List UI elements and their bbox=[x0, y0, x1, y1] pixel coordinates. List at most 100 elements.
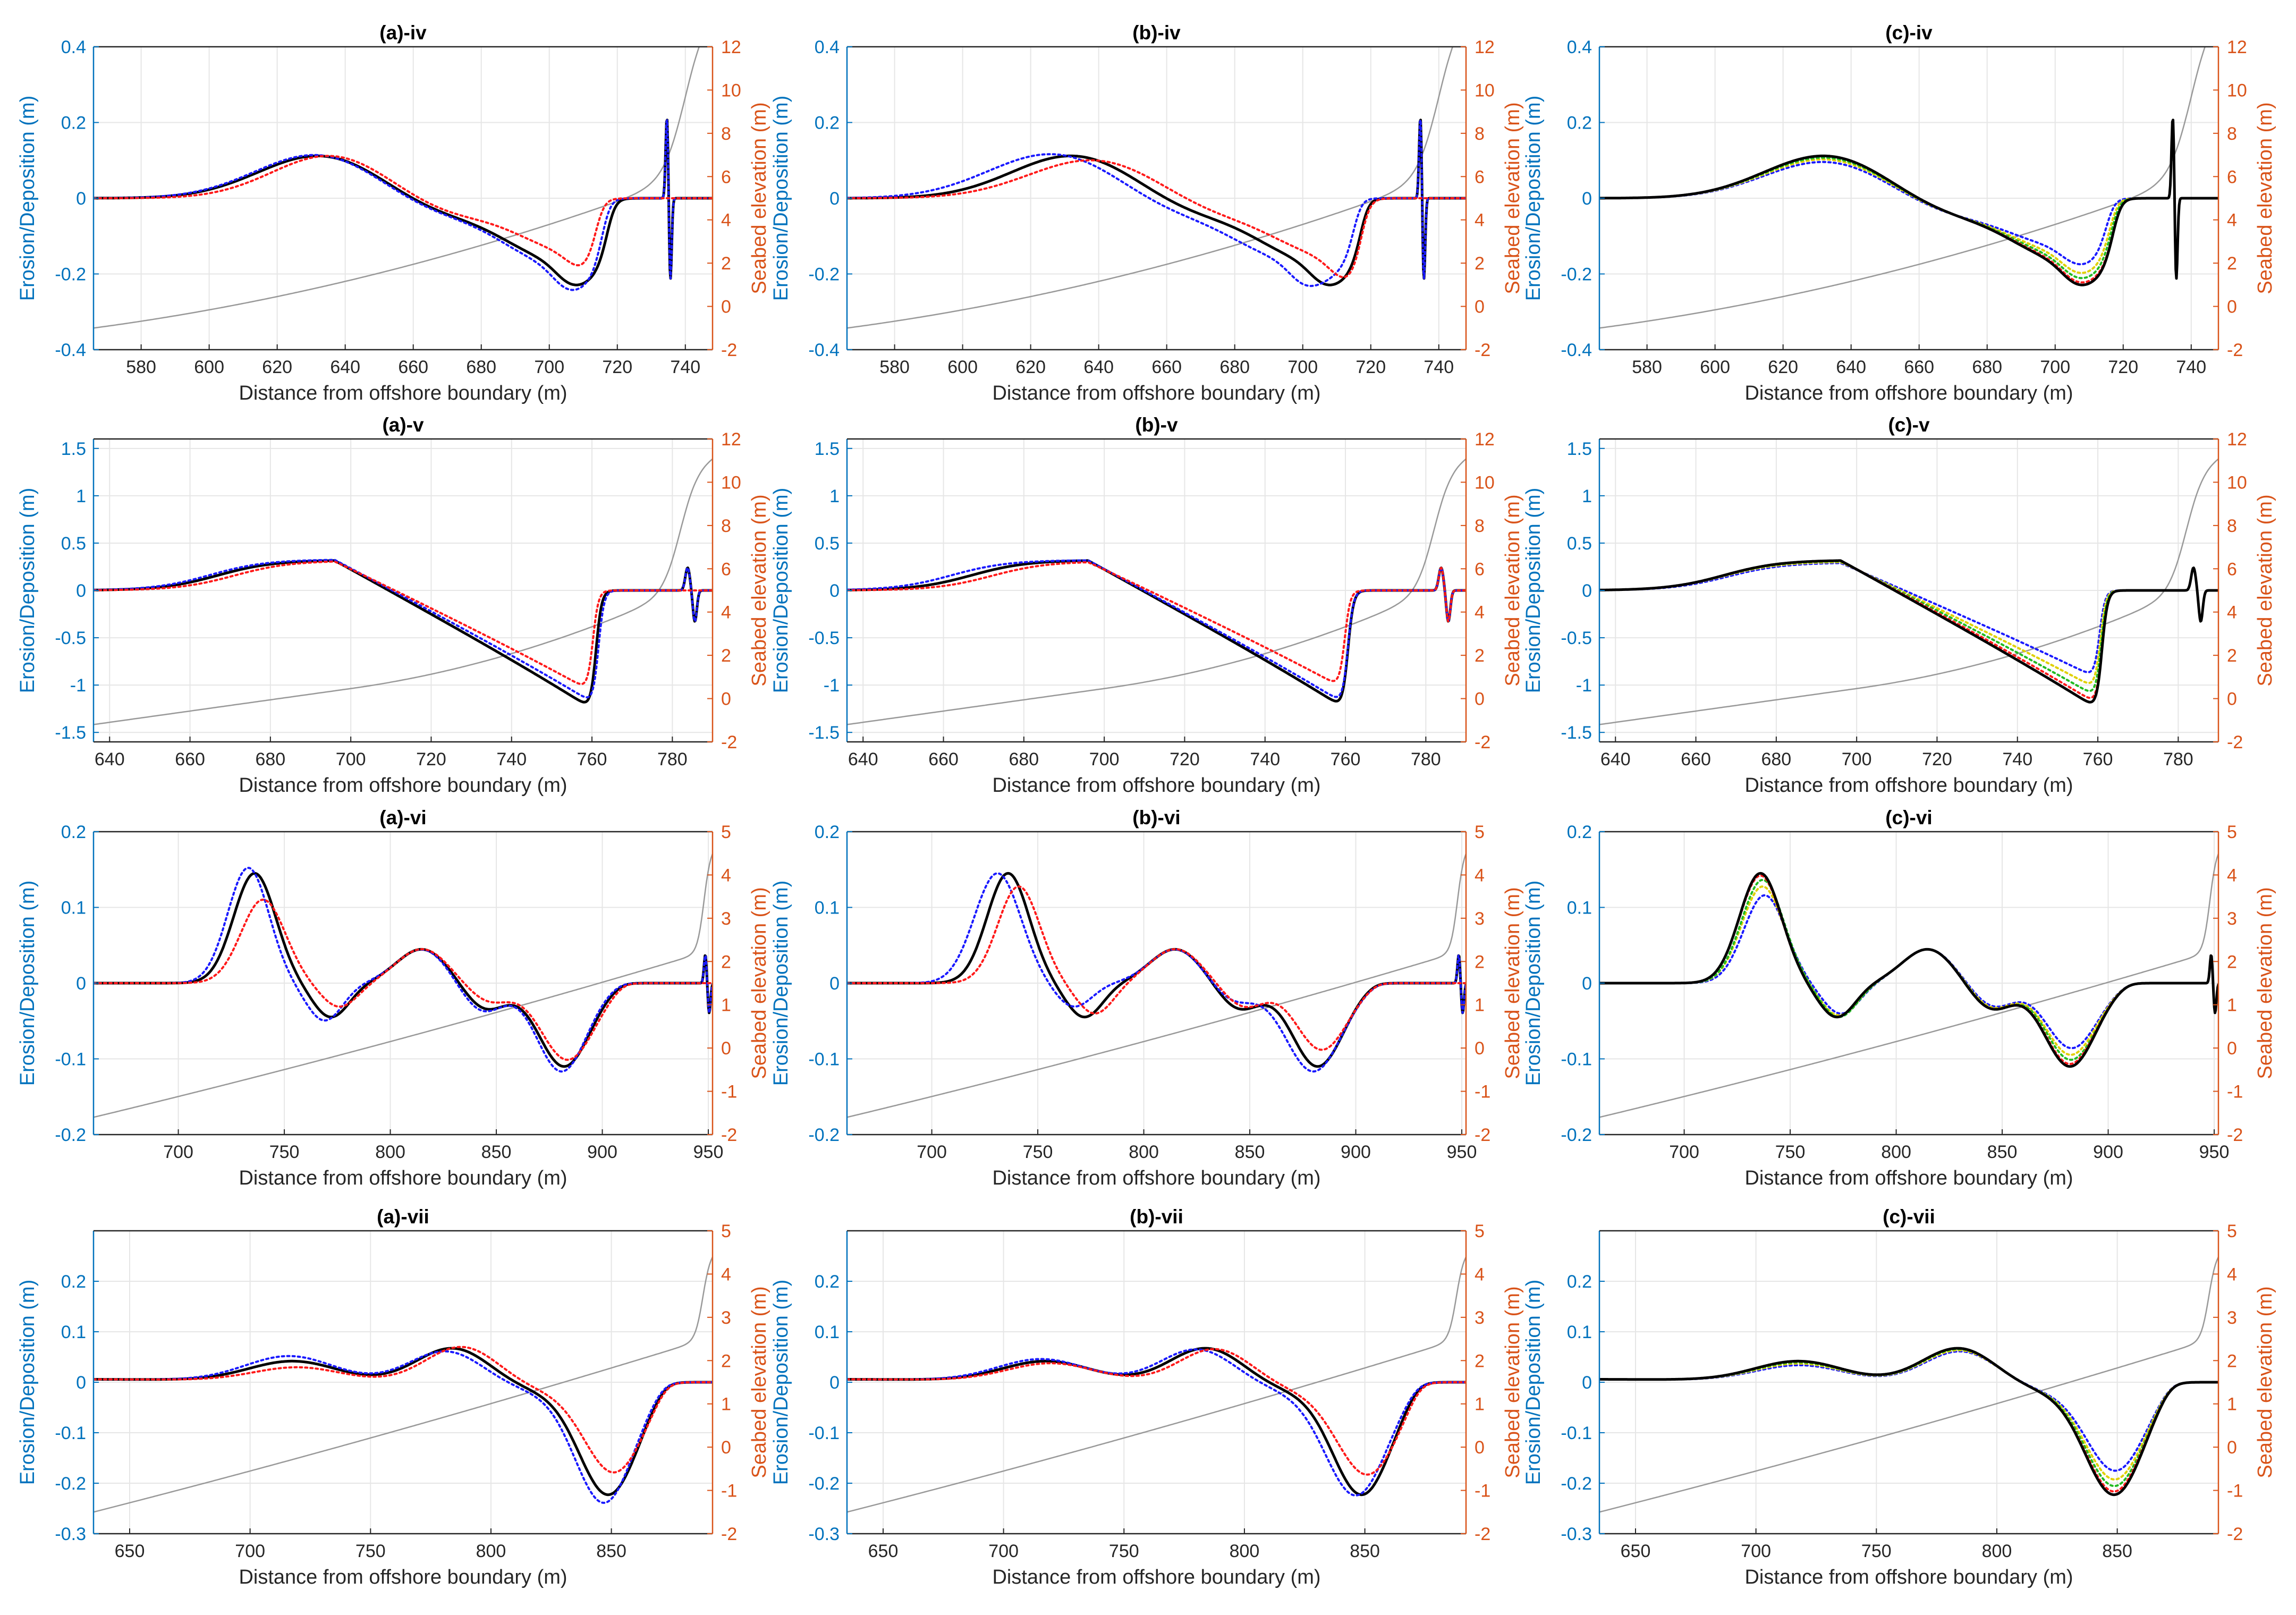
x-axis-label: Distance from offshore boundary (m) bbox=[1744, 1566, 2073, 1588]
y-tick-label: 0 bbox=[1582, 1373, 1592, 1393]
y2-tick-label: 12 bbox=[721, 37, 741, 57]
y2-tick-label: 2 bbox=[2227, 646, 2237, 666]
x-tick-label: 680 bbox=[1972, 357, 2002, 377]
y-tick-label: -0.4 bbox=[808, 340, 840, 360]
y2-tick-label: 3 bbox=[1475, 909, 1485, 929]
y2-tick-label: -2 bbox=[1475, 1524, 1490, 1544]
subplot-title: (c)-vii bbox=[1883, 1206, 1935, 1228]
x-axis-label: Distance from offshore boundary (m) bbox=[239, 774, 567, 797]
y-tick-label: 0.1 bbox=[1567, 898, 1592, 918]
y-tick-label: 1 bbox=[76, 486, 86, 506]
x-tick-label: 950 bbox=[2199, 1142, 2230, 1162]
x-tick-label: 760 bbox=[2083, 749, 2113, 770]
x-tick-label: 850 bbox=[1235, 1142, 1265, 1162]
x-tick-label: 640 bbox=[848, 749, 878, 770]
x-tick-label: 720 bbox=[1170, 749, 1200, 770]
y2-tick-label: 2 bbox=[1475, 952, 1485, 972]
x-tick-label: 640 bbox=[1836, 357, 1866, 377]
subplot-title: (c)-v bbox=[1888, 414, 1930, 436]
y2-tick-label: 0 bbox=[1475, 689, 1485, 709]
grid bbox=[94, 1231, 713, 1534]
y2-tick-label: 2 bbox=[721, 253, 731, 274]
series-black-line bbox=[1599, 119, 2218, 286]
plot-lines bbox=[847, 853, 1466, 1118]
y-tick-label: -0.3 bbox=[55, 1524, 86, 1544]
x-tick-label: 680 bbox=[1009, 749, 1039, 770]
y-axis-label-right: Seabed elevation (m) bbox=[1502, 887, 1524, 1079]
y-tick-label: -1 bbox=[1576, 675, 1592, 696]
y-tick-label: 0.2 bbox=[1567, 822, 1592, 842]
y2-tick-label: 2 bbox=[721, 1351, 731, 1371]
y-tick-label: -0.1 bbox=[808, 1423, 840, 1443]
y-tick-label: 0.5 bbox=[815, 534, 840, 554]
subplot-c-vi: 700 750 800 850 900 950 -0.2 -0.1 0 0.1 0.2 -2 -1 0 1 2… bbox=[1522, 807, 2276, 1189]
x-tick-label: 850 bbox=[481, 1142, 512, 1162]
series-black-line bbox=[1599, 872, 2218, 1068]
x-tick-label: 800 bbox=[1982, 1541, 2012, 1561]
y-tick-label: -0.4 bbox=[1561, 340, 1592, 360]
x-tick-label: 700 bbox=[1741, 1541, 1771, 1561]
x-tick-label: 650 bbox=[1621, 1541, 1651, 1561]
x-tick-label: 800 bbox=[375, 1142, 405, 1162]
x-tick-label: 800 bbox=[476, 1541, 506, 1561]
y2-tick-label: 10 bbox=[2227, 472, 2247, 493]
plot-lines bbox=[847, 1256, 1466, 1513]
y-axis-label-right: Seabed elevation (m) bbox=[748, 1286, 770, 1478]
y-tick-label: -0.2 bbox=[808, 1125, 840, 1145]
y2-tick-label: 10 bbox=[2227, 80, 2247, 100]
x-tick-label: 720 bbox=[1355, 357, 1386, 377]
x-tick-label: 750 bbox=[1775, 1142, 1806, 1162]
y-tick-label: 0 bbox=[1582, 974, 1592, 994]
x-tick-label: 660 bbox=[1904, 357, 1934, 377]
x-axis-label: Distance from offshore boundary (m) bbox=[992, 382, 1320, 404]
y2-tick-label: 0 bbox=[1475, 1038, 1485, 1059]
y-tick-label: 0.2 bbox=[61, 113, 86, 133]
x-tick-label: 850 bbox=[1987, 1142, 2018, 1162]
x-axis-label: Distance from offshore boundary (m) bbox=[992, 1167, 1320, 1189]
subplot-a-iv: 580 600 620 640 660 680 700 720 740-0.4-0.200.20… bbox=[16, 22, 770, 404]
x-tick-label: 660 bbox=[1681, 749, 1711, 770]
series-blue-line bbox=[847, 872, 1466, 1073]
y-tick-label: 0 bbox=[829, 974, 840, 994]
y-axis-label-left: Erosion/Deposition (m) bbox=[770, 488, 792, 693]
y-tick-label: 0.1 bbox=[61, 1322, 86, 1342]
y-tick-label: -0.2 bbox=[55, 265, 86, 285]
y2-tick-label: 1 bbox=[2227, 1394, 2237, 1415]
x-tick-label: 680 bbox=[1761, 749, 1791, 770]
x-tick-label: 580 bbox=[126, 357, 156, 377]
y-tick-label: -1.5 bbox=[1561, 723, 1592, 743]
y-axis-label-left: Erosion/Deposition (m) bbox=[770, 881, 792, 1086]
subplot-title: (c)-iv bbox=[1885, 22, 1933, 44]
subplot-c-v: 640 660 680 700 720 740 760 780-1.5-1-0.500.511… bbox=[1522, 414, 2276, 797]
x-tick-label: 740 bbox=[1424, 357, 1454, 377]
x-tick-label: 720 bbox=[416, 749, 446, 770]
x-tick-label: 600 bbox=[1700, 357, 1730, 377]
seabed-elevation-line bbox=[847, 458, 1466, 725]
y2-tick-label: 8 bbox=[721, 124, 731, 144]
y-tick-label: -0.2 bbox=[1561, 265, 1592, 285]
x-tick-label: 800 bbox=[1230, 1541, 1260, 1561]
y2-tick-label: 4 bbox=[1475, 865, 1485, 885]
y2-tick-label: -1 bbox=[721, 1481, 737, 1501]
x-tick-label: 660 bbox=[175, 749, 205, 770]
series-blue-line bbox=[94, 119, 713, 291]
y-axis-label-left: Erosion/Deposition (m) bbox=[16, 96, 39, 301]
seabed-elevation-line bbox=[94, 853, 713, 1118]
series-blue-line bbox=[847, 119, 1466, 288]
y2-tick-label: 4 bbox=[2227, 603, 2237, 623]
y-tick-label: -0.4 bbox=[55, 340, 86, 360]
y-tick-label: -1 bbox=[70, 675, 86, 696]
x-tick-label: 650 bbox=[115, 1541, 145, 1561]
x-tick-label: 740 bbox=[670, 357, 700, 377]
x-tick-label: 580 bbox=[879, 357, 910, 377]
y2-tick-label: -2 bbox=[1475, 1125, 1490, 1145]
series-red-line bbox=[847, 885, 1466, 1051]
series-black-line bbox=[847, 119, 1466, 286]
x-axis-label: Distance from offshore boundary (m) bbox=[1744, 382, 2073, 404]
plot-lines bbox=[94, 853, 713, 1118]
y-tick-label: -0.1 bbox=[808, 1050, 840, 1070]
plot-lines bbox=[1599, 458, 2218, 725]
y2-tick-label: 10 bbox=[721, 80, 741, 100]
y-axis-label-left: Erosion/Deposition (m) bbox=[1522, 488, 1545, 693]
x-tick-label: 660 bbox=[1151, 357, 1182, 377]
